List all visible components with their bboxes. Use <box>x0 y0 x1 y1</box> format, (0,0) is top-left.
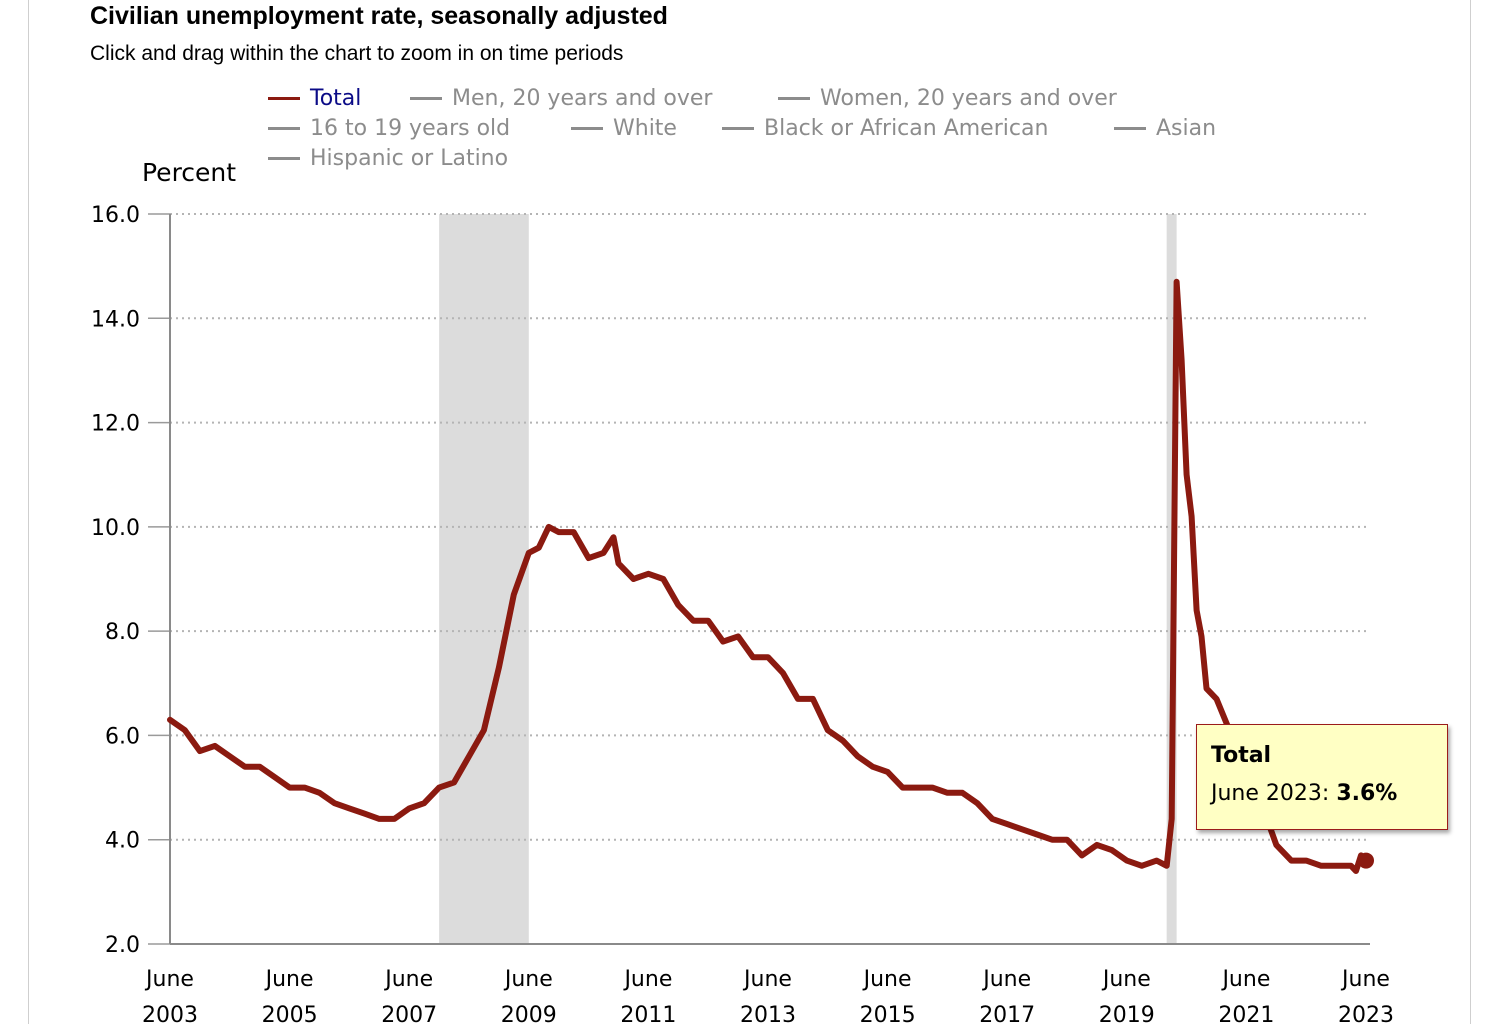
x-tick-month: June <box>1220 967 1270 992</box>
x-tick-month: June <box>264 967 314 992</box>
legend-swatch <box>410 97 442 100</box>
x-tick-month: June <box>503 967 553 992</box>
y-tick-label: 14.0 <box>91 307 140 332</box>
y-tick-label: 6.0 <box>105 724 140 749</box>
tooltip-series-name: Total <box>1211 743 1272 768</box>
legend-label: 16 to 19 years old <box>310 116 511 141</box>
legend-label: Total <box>310 86 362 111</box>
y-tick-label: 12.0 <box>91 412 140 437</box>
legend-item-total[interactable]: Total <box>268 86 361 111</box>
legend-row-2: 16 to 19 years old White Black or Africa… <box>268 116 1278 146</box>
x-tick-month: June <box>742 967 792 992</box>
legend-label: Black or African American <box>764 116 1049 141</box>
x-tick-year: 2023 <box>1338 1003 1394 1024</box>
x-tick-year: 2021 <box>1218 1003 1274 1024</box>
legend-item-asian[interactable]: Asian <box>1114 116 1216 141</box>
data-tooltip: Total June 2023: 3.6% <box>1196 724 1448 830</box>
y-axis-label: Percent <box>142 158 237 187</box>
y-tick-label: 4.0 <box>105 829 140 854</box>
legend-swatch <box>268 127 300 130</box>
legend-swatch <box>722 127 754 130</box>
series-line-total <box>167 278 1369 874</box>
legend-row-1: Total Men, 20 years and over Women, 20 y… <box>268 86 1278 116</box>
y-tick-label: 16.0 <box>91 203 140 228</box>
legend-label: White <box>613 116 677 141</box>
legend-item-hispanic[interactable]: Hispanic or Latino <box>268 146 508 171</box>
x-tick-year: 2009 <box>501 1003 557 1024</box>
x-tick-year: 2005 <box>262 1003 318 1024</box>
legend-label: Men, 20 years and over <box>452 86 713 111</box>
legend-swatch <box>268 157 300 160</box>
legend-label: Women, 20 years and over <box>820 86 1117 111</box>
legend-row-3: Hispanic or Latino <box>268 146 1278 176</box>
x-tick-year: 2013 <box>740 1003 796 1024</box>
y-tick-label: 10.0 <box>91 516 140 541</box>
x-tick-year: 2003 <box>142 1003 198 1024</box>
x-tick-month: June <box>144 967 194 992</box>
x-tick-month: June <box>622 967 672 992</box>
legend-label: Asian <box>1156 116 1217 141</box>
x-tick-month: June <box>862 967 912 992</box>
legend: Total Men, 20 years and over Women, 20 y… <box>268 86 1278 176</box>
recession-band <box>439 214 529 944</box>
frame-right-border <box>1470 0 1471 1024</box>
x-tick-year: 2011 <box>620 1003 676 1024</box>
legend-swatch <box>1114 127 1146 130</box>
x-tick-year: 2015 <box>860 1003 916 1024</box>
legend-label: Hispanic or Latino <box>310 146 509 171</box>
tooltip-line: June 2023: 3.6% <box>1211 781 1398 806</box>
tooltip-value: 3.6% <box>1336 781 1398 806</box>
legend-item-women[interactable]: Women, 20 years and over <box>778 86 1117 111</box>
x-tick-month: June <box>1340 967 1390 992</box>
legend-swatch <box>571 127 603 130</box>
y-tick-label: 2.0 <box>105 933 140 958</box>
legend-swatch <box>268 97 300 100</box>
legend-item-white[interactable]: White <box>571 116 677 141</box>
x-tick-year: 2007 <box>381 1003 437 1024</box>
frame-left-border <box>28 0 29 1024</box>
chart-title: Civilian unemployment rate, seasonally a… <box>90 2 668 30</box>
x-tick-month: June <box>1101 967 1151 992</box>
legend-item-teens[interactable]: 16 to 19 years old <box>268 116 510 141</box>
legend-swatch <box>778 97 810 100</box>
legend-item-black[interactable]: Black or African American <box>722 116 1048 141</box>
legend-item-men[interactable]: Men, 20 years and over <box>410 86 712 111</box>
x-tick-month: June <box>383 967 433 992</box>
x-tick-year: 2019 <box>1099 1003 1155 1024</box>
y-tick-label: 8.0 <box>105 620 140 645</box>
x-tick-year: 2017 <box>979 1003 1035 1024</box>
chart-subtitle: Click and drag within the chart to zoom … <box>90 42 624 65</box>
x-tick-month: June <box>981 967 1031 992</box>
tooltip-date: June 2023 <box>1211 781 1322 806</box>
highlighted-point <box>1358 852 1374 869</box>
